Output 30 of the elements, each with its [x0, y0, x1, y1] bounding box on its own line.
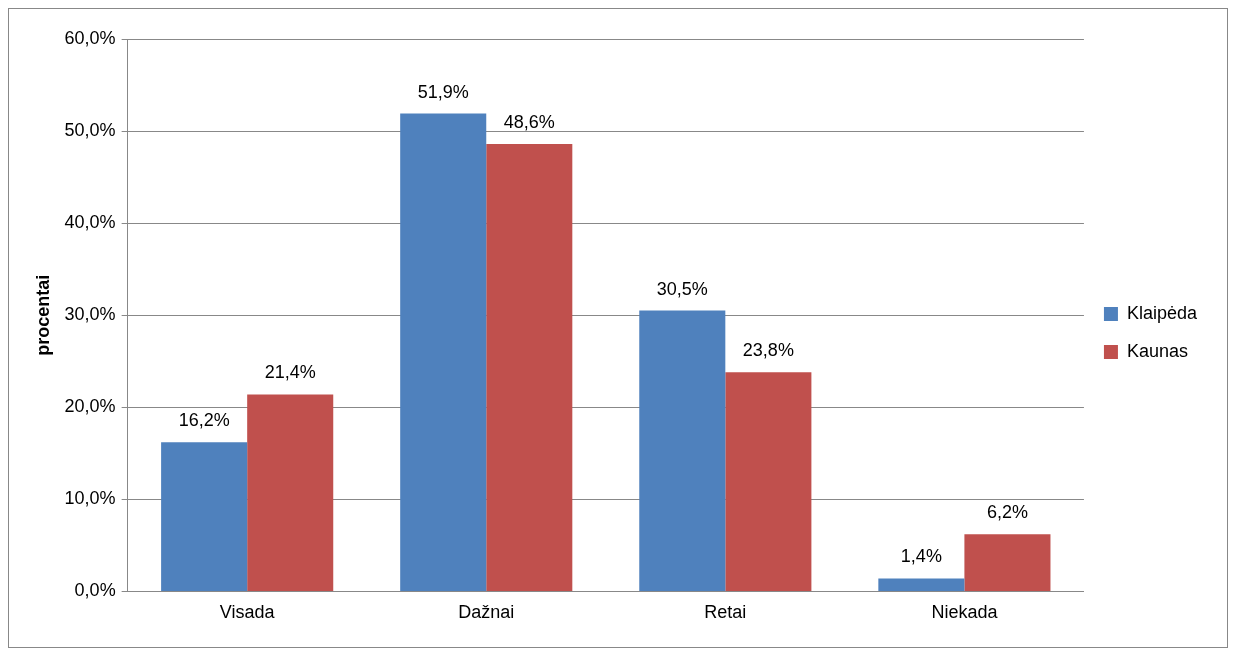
data-label: 48,6% [503, 111, 555, 132]
bar [400, 113, 487, 591]
x-tick-label: Niekada [931, 602, 999, 623]
x-tick-label: Retai [704, 602, 747, 623]
bar [247, 394, 334, 591]
y-tick-label: 40,0% [64, 212, 116, 233]
data-label: 23,8% [742, 340, 794, 361]
y-tick-label: 10,0% [64, 488, 116, 509]
y-tick-label: 20,0% [64, 396, 116, 417]
y-tick-label: 60,0% [64, 27, 116, 48]
bar [161, 442, 248, 591]
legend-label: Klaipėda [1126, 302, 1198, 323]
bar [486, 143, 573, 591]
x-tick-label: Visada [219, 602, 276, 623]
data-label: 51,9% [417, 81, 469, 102]
bar [725, 372, 812, 591]
x-tick-label: Dažnai [458, 602, 515, 623]
y-tick-label: 0,0% [74, 580, 116, 601]
legend-label: Kaunas [1126, 340, 1188, 361]
data-label: 1,4% [900, 546, 942, 567]
bar [964, 534, 1051, 591]
bar [639, 310, 726, 591]
bar [878, 578, 965, 591]
data-label: 6,2% [986, 502, 1028, 523]
y-tick-label: 50,0% [64, 120, 116, 141]
data-label: 30,5% [656, 278, 708, 299]
data-label: 16,2% [178, 410, 230, 431]
y-axis-title: procentai [32, 274, 53, 356]
y-tick-label: 30,0% [64, 304, 116, 325]
data-label: 21,4% [264, 362, 316, 383]
